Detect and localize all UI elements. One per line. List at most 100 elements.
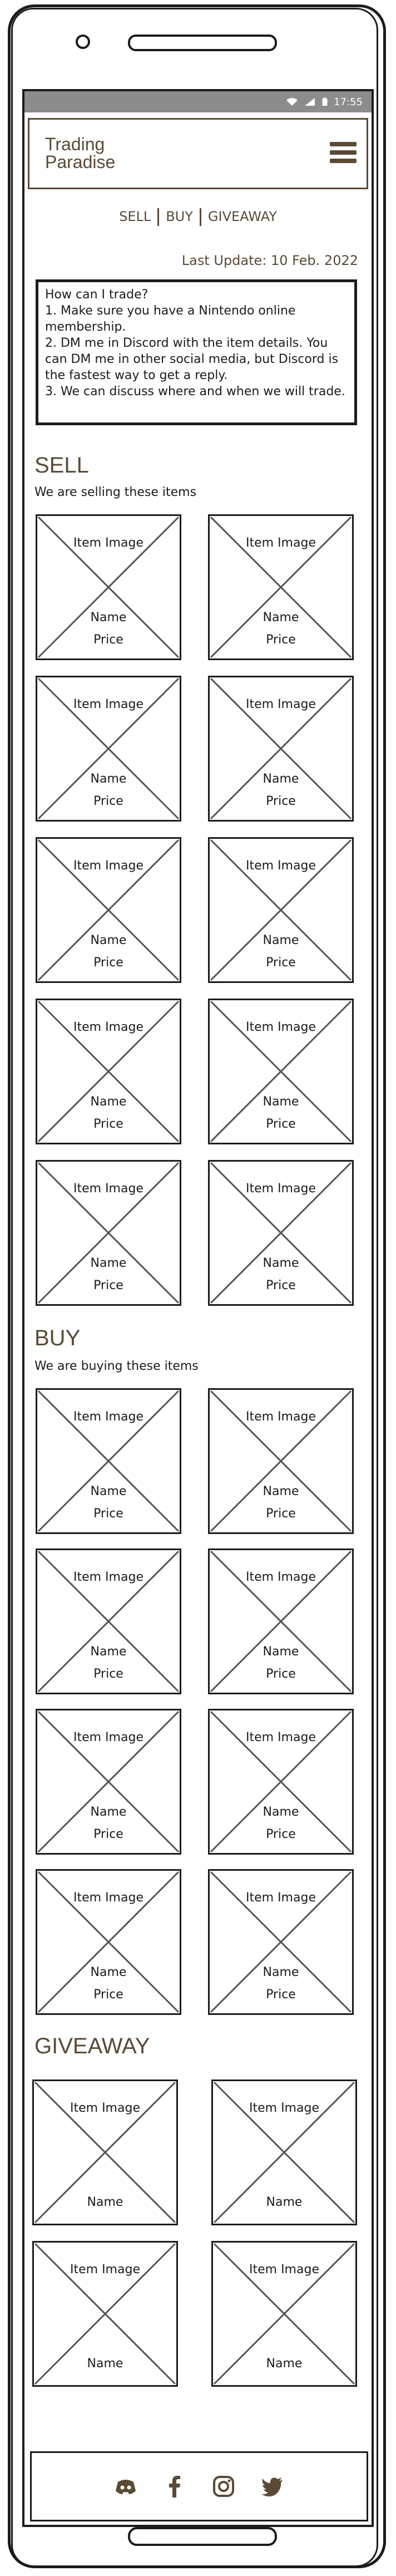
sell-item-card[interactable]: Item Image Name Price [36, 676, 181, 822]
camera [76, 35, 90, 49]
image-placeholder-icon [210, 1710, 352, 1853]
item-name: Name [263, 772, 299, 786]
sell-item-card[interactable]: Item Image Name Price [36, 514, 181, 660]
item-image-label: Item Image [246, 1020, 316, 1034]
instagram-icon[interactable] [211, 2474, 236, 2499]
item-name: Name [90, 1484, 127, 1498]
giveaway-item-card[interactable]: Item Image Name [32, 2241, 178, 2387]
last-update: Last Update: 10 Feb. 2022 [181, 253, 358, 268]
item-price: Price [266, 794, 296, 808]
status-time: 17:55 [334, 96, 363, 108]
sell-item-card[interactable]: Item Image Name Price [36, 1160, 181, 1306]
nav-sell-link[interactable]: SELL [119, 209, 151, 224]
giveaway-title: GIVEAWAY [34, 2034, 150, 2058]
item-price: Price [266, 1827, 296, 1841]
item-image-label: Item Image [246, 1891, 316, 1905]
image-placeholder-icon [210, 1871, 352, 2013]
item-image-label: Item Image [70, 2263, 140, 2277]
item-price: Price [266, 633, 296, 647]
item-price: Price [266, 1988, 296, 2002]
item-image-label: Item Image [73, 1020, 143, 1034]
item-price: Price [266, 1507, 296, 1521]
giveaway-item-card[interactable]: Item Image Name [32, 2080, 178, 2225]
item-image-label: Item Image [246, 859, 316, 873]
buy-subtitle: We are buying these items [34, 1359, 199, 1373]
site-footer [30, 2451, 368, 2521]
nav-buy-link[interactable]: BUY [166, 209, 193, 224]
image-placeholder-icon [37, 1710, 180, 1853]
item-name: Name [263, 1256, 299, 1270]
sell-item-card[interactable]: Item Image Name Price [36, 837, 181, 983]
giveaway-item-card[interactable]: Item Image Name [211, 2080, 357, 2225]
item-name: Name [263, 1645, 299, 1659]
item-name: Name [90, 1965, 127, 1979]
item-image-label: Item Image [249, 2263, 319, 2277]
sell-item-card[interactable]: Item Image Name Price [208, 676, 354, 822]
sell-item-card[interactable]: Item Image Name Price [208, 837, 354, 983]
home-bar[interactable] [128, 2527, 277, 2546]
status-bar: 17:55 [24, 91, 372, 112]
item-image-label: Item Image [73, 1570, 143, 1584]
item-image-label: Item Image [246, 1182, 316, 1196]
item-name: Name [263, 611, 299, 625]
buy-item-card[interactable]: Item Image Name Price [208, 1388, 354, 1534]
buy-item-card[interactable]: Item Image Name Price [36, 1548, 181, 1694]
item-image-label: Item Image [246, 1410, 316, 1424]
item-image-label: Item Image [73, 536, 143, 550]
giveaway-item-card[interactable]: Item Image Name [211, 2241, 357, 2387]
item-price: Price [93, 633, 123, 647]
image-placeholder-icon [37, 677, 180, 820]
sell-item-card[interactable]: Item Image Name Price [208, 999, 354, 1144]
item-image-label: Item Image [246, 697, 316, 711]
hamburger-menu-icon[interactable] [330, 142, 357, 168]
twitter-icon[interactable] [260, 2474, 285, 2499]
item-price: Price [93, 1988, 123, 2002]
item-price: Price [93, 1279, 123, 1292]
image-placeholder-icon [37, 1871, 180, 2013]
sell-item-card[interactable]: Item Image Name Price [208, 514, 354, 660]
nav-divider [157, 208, 160, 226]
logo-line-1: Trading [45, 134, 105, 154]
image-placeholder-icon [34, 2243, 176, 2385]
image-placeholder-icon [210, 516, 352, 658]
battery-icon [322, 97, 328, 106]
buy-item-card[interactable]: Item Image Name Price [36, 1388, 181, 1534]
buy-item-card[interactable]: Item Image Name Price [36, 1709, 181, 1855]
image-placeholder-icon [213, 2243, 355, 2385]
sell-item-card[interactable]: Item Image Name Price [208, 1160, 354, 1306]
buy-item-card[interactable]: Item Image Name Price [208, 1709, 354, 1855]
image-placeholder-icon [34, 2081, 176, 2224]
item-name: Name [90, 1805, 127, 1819]
item-price: Price [93, 1117, 123, 1131]
image-placeholder-icon [37, 516, 180, 658]
howto-step-3: 3. We can discuss where and when we will… [45, 385, 345, 399]
image-placeholder-icon [37, 1000, 180, 1143]
item-price: Price [93, 1507, 123, 1521]
nav-giveaway-link[interactable]: GIVEAWAY [207, 209, 277, 224]
how-to-trade-box: How can I trade? 1. Make sure you have a… [36, 279, 357, 425]
buy-item-card[interactable]: Item Image Name Price [208, 1869, 354, 2015]
sell-item-card[interactable]: Item Image Name Price [36, 999, 181, 1144]
item-price: Price [266, 956, 296, 970]
item-price: Price [266, 1279, 296, 1292]
buy-item-card[interactable]: Item Image Name Price [208, 1548, 354, 1694]
image-placeholder-icon [37, 839, 180, 981]
item-name: Name [87, 2357, 123, 2371]
item-price: Price [93, 794, 123, 808]
buy-item-card[interactable]: Item Image Name Price [36, 1869, 181, 2015]
item-image-label: Item Image [246, 1570, 316, 1584]
sell-title: SELL [34, 453, 89, 478]
logo[interactable]: Trading Paradise [45, 135, 115, 171]
howto-step-1: 1. Make sure you have a Nintendo online … [45, 304, 296, 334]
image-placeholder-icon [210, 839, 352, 981]
item-image-label: Item Image [73, 859, 143, 873]
image-placeholder-icon [210, 1550, 352, 1693]
facebook-icon[interactable] [162, 2474, 187, 2499]
image-placeholder-icon [210, 1000, 352, 1143]
screen: 17:55 Trading Paradise SELL BUY GIVEAWAY L… [22, 89, 374, 2527]
item-image-label: Item Image [73, 1891, 143, 1905]
image-placeholder-icon [37, 1390, 180, 1532]
item-image-label: Item Image [246, 1731, 316, 1744]
discord-icon[interactable] [113, 2474, 138, 2499]
image-placeholder-icon [213, 2081, 355, 2224]
